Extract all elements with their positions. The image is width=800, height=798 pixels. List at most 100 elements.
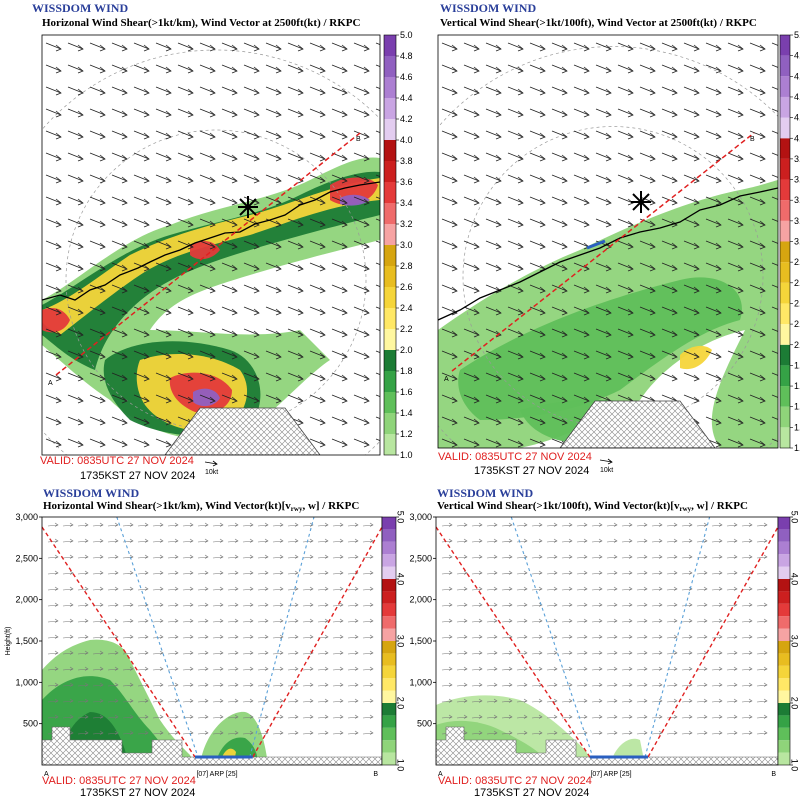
wind-vector — [287, 666, 299, 671]
wind-vector — [617, 86, 634, 96]
wind-vector — [375, 218, 380, 222]
wind-vector — [531, 698, 543, 703]
colorbar-label: 1.0 — [790, 759, 800, 772]
wind-vector — [516, 570, 528, 575]
wind-vector — [507, 130, 524, 140]
wind-vector — [749, 174, 766, 184]
wind-vector — [463, 394, 480, 404]
wind-vector — [705, 108, 722, 118]
wind-vector — [681, 570, 693, 575]
wind-vector — [651, 586, 663, 591]
wind-vector — [441, 714, 453, 719]
colorbar-segment — [382, 529, 396, 542]
wind-vector — [501, 730, 513, 735]
wind-vector — [463, 438, 480, 448]
wind-vector — [89, 152, 106, 162]
wind-vector — [107, 650, 119, 655]
wind-vector — [576, 666, 588, 671]
y-tick-label: 3,000 — [15, 512, 38, 522]
colorbar-segment — [382, 517, 396, 530]
wind-vector — [639, 152, 656, 162]
colorbar-segment — [382, 715, 396, 728]
wind-vector — [595, 152, 612, 162]
wind-vector — [507, 86, 524, 96]
wind-vector — [133, 152, 150, 162]
wind-vector — [309, 64, 326, 74]
wind-vector — [332, 650, 344, 655]
wind-vector — [711, 586, 723, 591]
wind-vector — [711, 698, 723, 703]
wind-vector — [309, 86, 326, 96]
wind-vector — [551, 108, 568, 118]
wind-vector — [221, 64, 238, 74]
wind-vector — [771, 196, 778, 200]
wind-vector — [726, 570, 738, 575]
wind-vector — [152, 682, 164, 687]
y-tick-label: 3,000 — [409, 512, 432, 522]
wind-vector — [771, 64, 778, 68]
wind-vector — [727, 64, 744, 74]
wind-vector — [199, 152, 216, 162]
wind-vector — [67, 42, 84, 52]
wind-vector — [485, 130, 502, 140]
wind-vector — [353, 64, 370, 74]
wind-vector — [595, 42, 612, 52]
wind-vector — [441, 416, 458, 426]
wind-vector — [727, 42, 744, 52]
wind-vector — [683, 86, 700, 96]
wind-vector — [441, 618, 453, 623]
wind-vector — [651, 570, 663, 575]
wind-vector — [485, 218, 502, 228]
colorbar-segment — [780, 303, 790, 325]
wind-vector — [92, 554, 104, 559]
wind-vector — [507, 108, 524, 118]
wind-vector — [272, 730, 284, 735]
wind-vector — [111, 196, 128, 206]
wind-vector — [375, 372, 380, 376]
colorbar-segment — [382, 603, 396, 617]
wind-vector — [661, 262, 678, 272]
wind-vector — [107, 602, 119, 607]
wind-vector — [741, 602, 753, 607]
wind-vector — [639, 64, 656, 74]
wind-vector — [287, 130, 304, 140]
wind-vector — [287, 394, 304, 404]
colorbar-segment — [382, 740, 396, 753]
wind-vector — [529, 394, 546, 404]
brand: WISSDOM WIND — [437, 486, 533, 500]
wind-vector — [529, 86, 546, 96]
wind-vector — [197, 538, 209, 543]
wind-vector — [681, 602, 693, 607]
wind-vector — [111, 416, 128, 426]
wind-vector — [177, 284, 194, 294]
wind-vector — [362, 634, 374, 639]
wind-vector — [551, 240, 568, 250]
wind-vector — [221, 284, 238, 294]
wind-vector — [257, 730, 269, 735]
colorbar-segment — [778, 566, 790, 579]
wind-vector — [529, 152, 546, 162]
wind-vector — [636, 586, 648, 591]
wind-vector — [551, 64, 568, 74]
wind-vector — [317, 682, 329, 687]
wind-vector — [107, 730, 119, 735]
wind-vector — [47, 538, 59, 543]
wind-vector — [353, 372, 370, 382]
wind-vector — [67, 240, 84, 250]
wind-vector — [62, 666, 74, 671]
wind-vector — [591, 554, 603, 559]
wind-vector — [221, 174, 238, 184]
wind-vector — [573, 64, 590, 74]
airport-marker — [631, 191, 651, 213]
y-axis-label: Height(ft) — [5, 627, 12, 656]
wind-vector — [573, 394, 590, 404]
wind-vector — [167, 554, 179, 559]
wind-vector — [485, 108, 502, 118]
wind-vector — [375, 350, 380, 354]
wind-vector — [265, 328, 282, 338]
wind-vector — [573, 130, 590, 140]
wind-vector — [309, 42, 326, 52]
wind-vector — [155, 438, 172, 448]
wind-vector — [486, 554, 498, 559]
wind-vector — [749, 372, 766, 382]
